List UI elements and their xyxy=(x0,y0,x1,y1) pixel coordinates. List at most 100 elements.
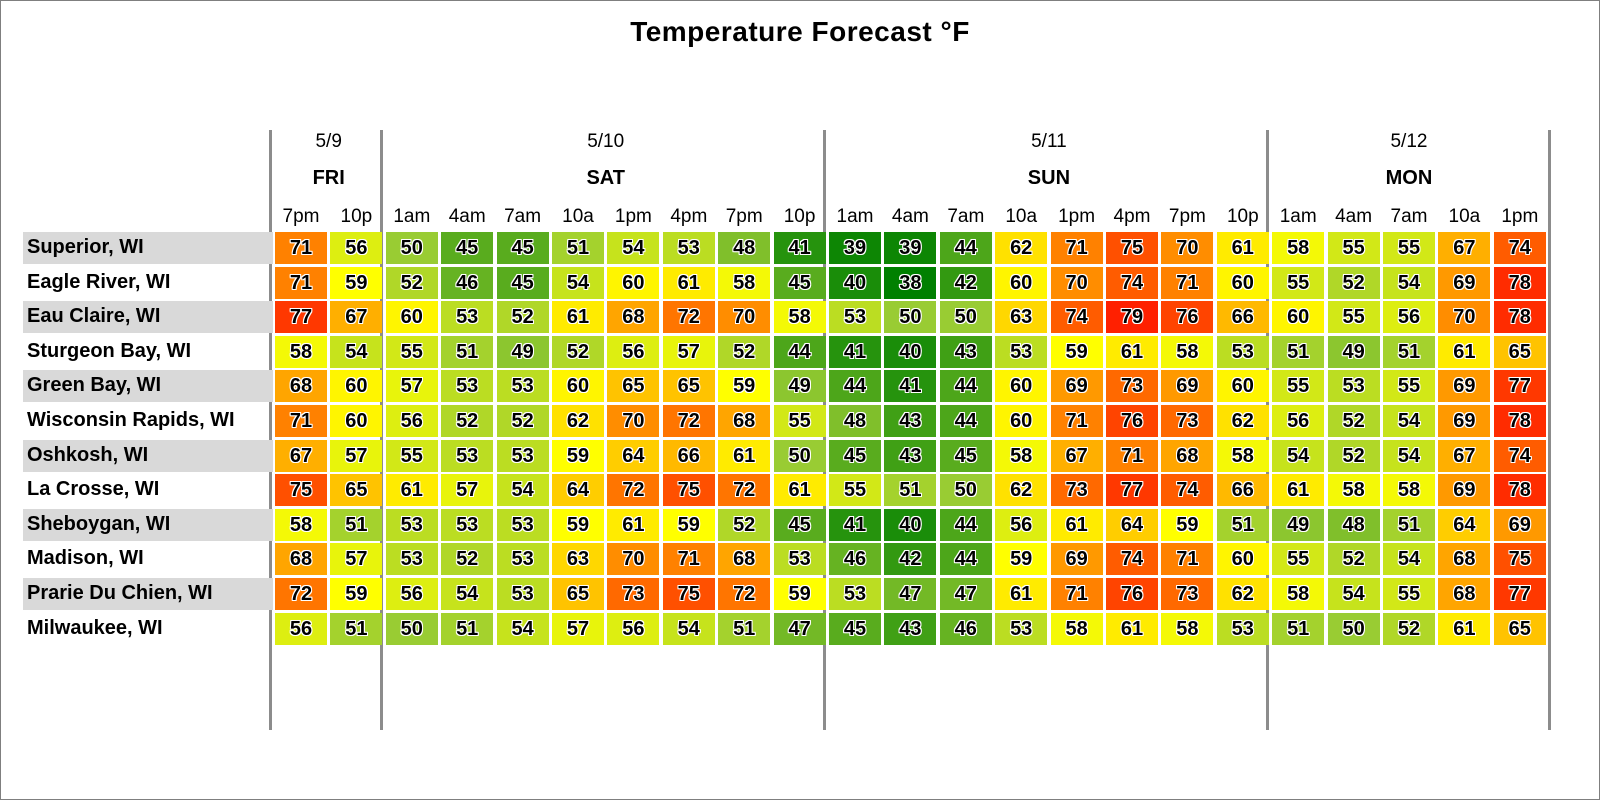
temperature-cell: 61 xyxy=(773,474,826,507)
temperature-cell: 53 xyxy=(1216,335,1269,368)
hour-label: 1pm xyxy=(1501,206,1539,227)
temperature-cell: 70 xyxy=(1050,266,1103,299)
temperature-cell: 59 xyxy=(1161,508,1214,541)
hour-label: 1am xyxy=(836,206,874,227)
hour-label: 7am xyxy=(947,206,985,227)
temperature-cell: 60 xyxy=(330,405,383,437)
temperature-cell: 77 xyxy=(275,301,327,334)
temperature-cell: 43 xyxy=(884,439,937,472)
temperature-cell: 62 xyxy=(552,405,604,437)
temperature-cell: 46 xyxy=(939,612,992,645)
temperature-cell: 59 xyxy=(662,508,715,541)
temperature-cell: 71 xyxy=(275,232,327,264)
temperature-cell: 58 xyxy=(1383,474,1435,507)
temperature-cell: 68 xyxy=(275,543,327,576)
temperature-cell: 55 xyxy=(1327,301,1380,334)
temperature-cell: 38 xyxy=(884,266,937,299)
temperature-cell: 53 xyxy=(496,370,549,403)
temperature-cell: 58 xyxy=(1272,578,1325,610)
temperature-cell: 71 xyxy=(1050,405,1103,437)
city-label: Green Bay, WI xyxy=(23,370,273,403)
temperature-cell: 46 xyxy=(829,543,881,576)
temperature-cell: 77 xyxy=(1493,370,1546,403)
hour-label: 4pm xyxy=(670,206,708,227)
temperature-cell: 55 xyxy=(1383,370,1435,403)
temperature-cell: 56 xyxy=(607,612,660,645)
day-name: FRI xyxy=(312,167,345,189)
city-label: Wisconsin Rapids, WI xyxy=(27,409,235,431)
temperature-cell: 51 xyxy=(1272,612,1325,645)
temperature-cell: 48 xyxy=(829,405,881,437)
temperature-cell: 52 xyxy=(496,301,549,334)
temperature-cell: 66 xyxy=(1216,301,1269,334)
temperature-cell: 45 xyxy=(773,508,826,541)
temperature-cell: 57 xyxy=(330,543,383,576)
temperature-cell: 53 xyxy=(995,612,1048,645)
temperature-cell: 70 xyxy=(718,301,771,334)
temperature-cell: 43 xyxy=(884,612,937,645)
temperature-cell: 60 xyxy=(1216,266,1269,299)
temperature-cell: 53 xyxy=(829,301,881,334)
hour-label: 7am xyxy=(504,206,542,227)
temperature-cell: 40 xyxy=(829,266,881,299)
temperature-cell: 56 xyxy=(330,232,383,264)
temperature-cell: 60 xyxy=(607,266,660,299)
temperature-cell: 56 xyxy=(995,508,1048,541)
temperature-cell: 49 xyxy=(1272,508,1325,541)
temperature-cell: 72 xyxy=(275,578,327,610)
temperature-cell: 52 xyxy=(496,405,549,437)
temperature-cell: 67 xyxy=(1438,232,1491,264)
temperature-cell: 58 xyxy=(1216,439,1269,472)
temperature-cell: 51 xyxy=(441,612,494,645)
temperature-cell: 63 xyxy=(552,543,604,576)
temperature-cell: 64 xyxy=(607,439,660,472)
day-divider xyxy=(1547,130,1551,730)
temperature-cell: 52 xyxy=(1327,543,1380,576)
temperature-cell: 42 xyxy=(884,543,937,576)
temperature-cell: 51 xyxy=(552,232,604,264)
temperature-cell: 45 xyxy=(773,266,826,299)
temperature-cell: 71 xyxy=(275,405,327,437)
temperature-cell: 78 xyxy=(1493,405,1546,437)
hour-label: 10a xyxy=(562,206,594,227)
temperature-cell: 61 xyxy=(552,301,604,334)
temperature-cell: 58 xyxy=(1050,612,1103,645)
temperature-cell: 40 xyxy=(884,335,937,368)
temperature-cell: 57 xyxy=(385,370,438,403)
temperature-cell: 66 xyxy=(662,439,715,472)
temperature-cell: 75 xyxy=(662,474,715,507)
temperature-cell: 45 xyxy=(496,266,549,299)
temperature-cell: 75 xyxy=(1106,232,1158,264)
temperature-cell: 44 xyxy=(939,232,992,264)
temperature-cell: 58 xyxy=(995,439,1048,472)
temperature-cell: 55 xyxy=(1383,578,1435,610)
hour-label: 1pm xyxy=(614,206,652,227)
temperature-cell: 52 xyxy=(1327,439,1380,472)
temperature-cell: 71 xyxy=(1106,439,1158,472)
temperature-cell: 71 xyxy=(1161,266,1214,299)
temperature-cell: 58 xyxy=(718,266,771,299)
temperature-cell: 51 xyxy=(1272,335,1325,368)
temperature-cell: 61 xyxy=(607,508,660,541)
temperature-cell: 50 xyxy=(773,439,826,472)
temperature-cell: 50 xyxy=(385,232,438,264)
temperature-cell: 54 xyxy=(1383,266,1435,299)
temperature-cell: 68 xyxy=(607,301,660,334)
temperature-cell: 59 xyxy=(330,578,383,610)
temperature-cell: 60 xyxy=(995,266,1048,299)
chart-title: Temperature Forecast °F xyxy=(630,16,970,47)
temperature-cell: 45 xyxy=(829,439,881,472)
temperature-cell: 53 xyxy=(496,439,549,472)
temperature-cell: 45 xyxy=(441,232,494,264)
temperature-cell: 52 xyxy=(441,543,494,576)
temperature-cell: 61 xyxy=(1438,612,1491,645)
temperature-cell: 74 xyxy=(1050,301,1103,334)
hour-label: 10p xyxy=(1226,206,1259,227)
temperature-cell: 43 xyxy=(884,405,937,437)
temperature-cell: 75 xyxy=(275,474,327,507)
temperature-cell: 51 xyxy=(330,612,383,645)
temperature-cell: 43 xyxy=(939,335,992,368)
temperature-cell: 70 xyxy=(1438,301,1491,334)
hour-label: 10p xyxy=(340,206,373,227)
